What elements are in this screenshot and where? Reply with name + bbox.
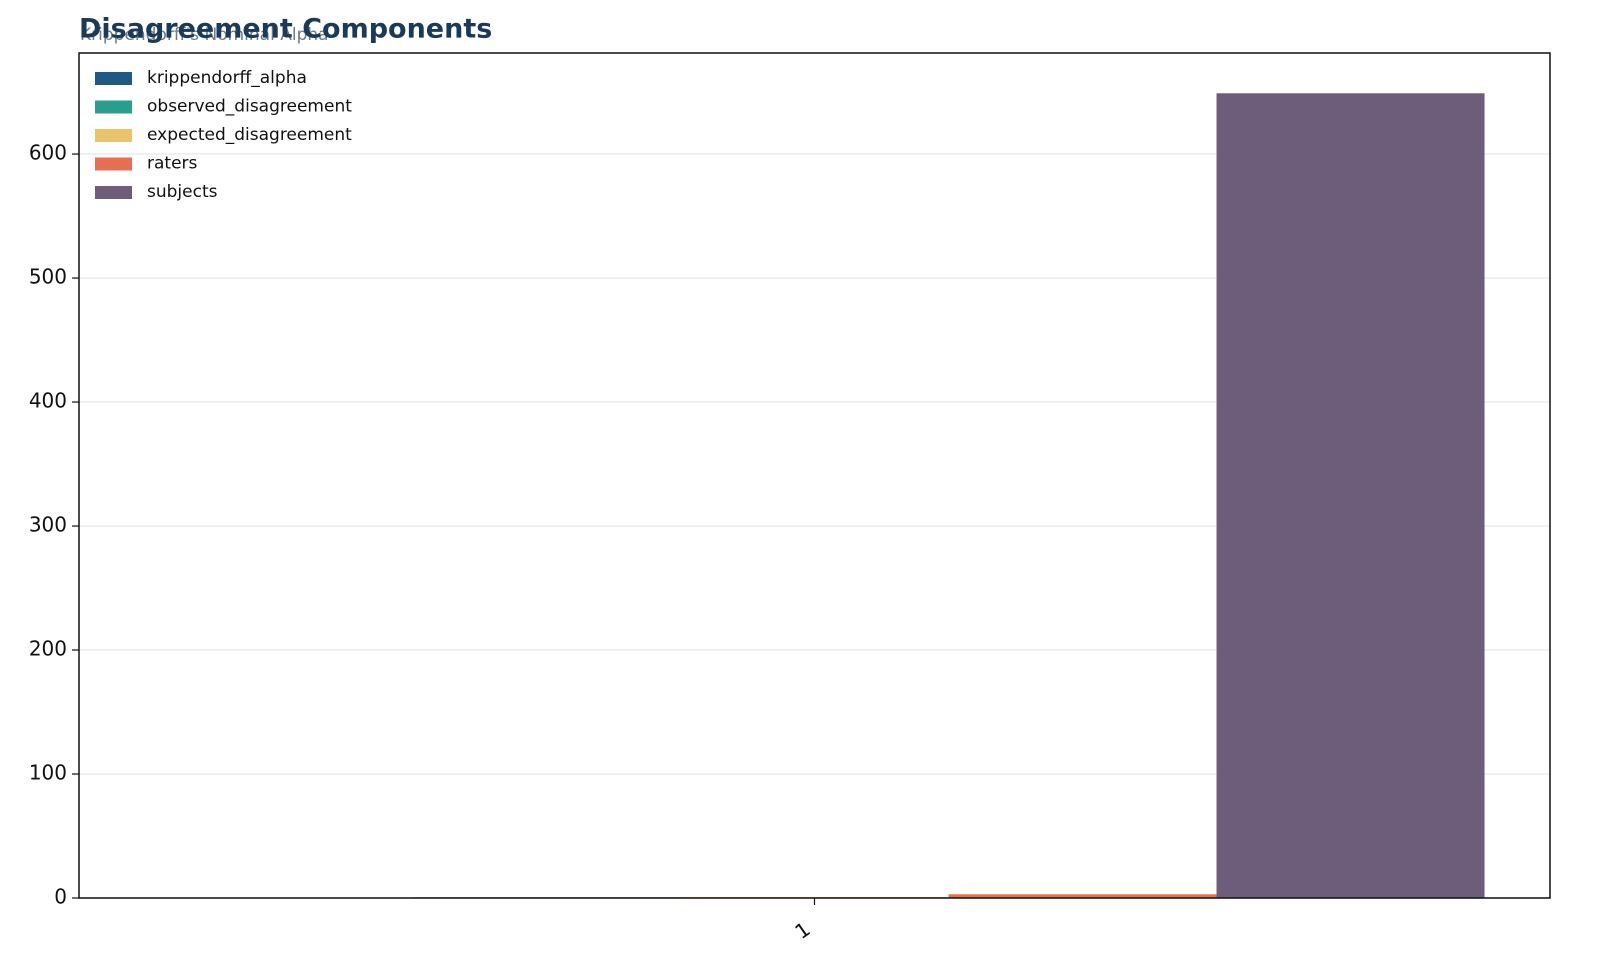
y-tick-label: 0 [54,885,67,909]
chart-title: Disagreement Components [79,14,492,45]
x-tick-label: 1 [790,917,814,944]
legend-swatch [95,129,132,142]
bar [948,894,1217,898]
y-tick-label: 600 [29,141,67,165]
legend-swatch [95,157,132,171]
legend-label: expected_disagreement [147,125,352,145]
legend-label: raters [147,154,198,174]
plot-frame [78,52,1551,899]
bar [1216,93,1485,899]
legend-swatch [95,186,132,199]
y-tick-label: 400 [29,389,67,413]
legend-swatch [95,100,132,114]
y-tick-label: 200 [29,637,67,661]
legend-label: subjects [147,182,218,202]
y-tick-label: 500 [29,265,67,289]
legend-swatch [95,72,132,85]
y-tick-label: 300 [29,513,67,537]
legend-label: krippendorff_alpha [147,68,307,88]
y-tick-label: 100 [29,761,67,785]
legend-label: observed_disagreement [147,97,352,117]
chart-subtitle: Krippendorff's Nominal Alpha [80,25,329,45]
